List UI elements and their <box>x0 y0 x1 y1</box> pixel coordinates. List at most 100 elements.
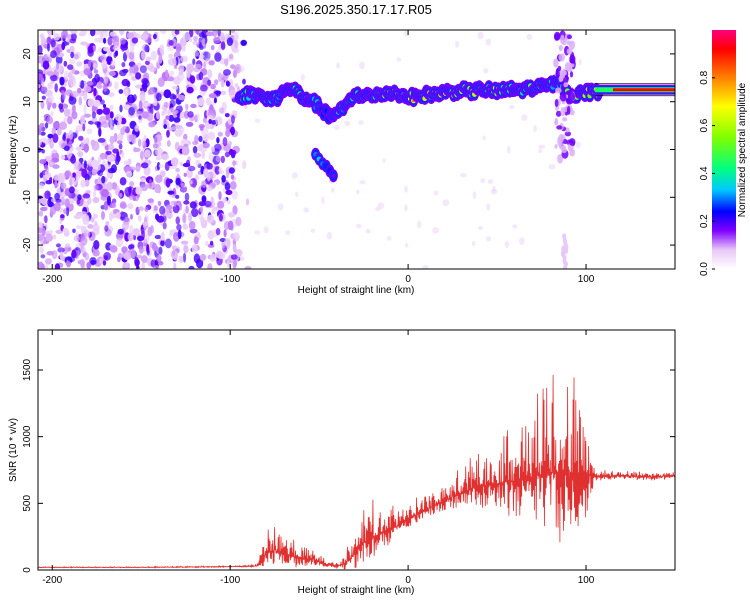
noise-blob <box>143 102 151 107</box>
noise-blob <box>208 151 214 162</box>
noise-blob <box>230 254 238 260</box>
noise-blob <box>165 69 169 78</box>
noise-blob <box>99 99 105 105</box>
noise-blob <box>51 127 57 135</box>
noise-blob <box>129 224 134 235</box>
noise-blob <box>76 225 82 230</box>
noise-blob <box>228 140 232 147</box>
noise-blob <box>78 135 84 141</box>
colorbar-tick-label: 0.6 <box>699 118 710 132</box>
noise-blob <box>81 213 90 222</box>
spread-blob <box>554 117 559 125</box>
noise-blob <box>93 240 100 250</box>
noise-blob <box>245 198 250 206</box>
spread-blob <box>553 58 559 68</box>
noise-blob <box>218 191 222 201</box>
noise-blob <box>202 117 207 123</box>
noise-blob <box>140 177 146 183</box>
noise-blob <box>336 62 340 69</box>
noise-blob <box>125 170 133 178</box>
noise-blob <box>45 156 52 162</box>
noise-blob <box>201 195 207 203</box>
noise-blob <box>120 44 129 51</box>
noise-blob <box>174 64 178 69</box>
noise-blob <box>205 31 214 37</box>
noise-blob <box>244 266 252 269</box>
spread-blob <box>556 125 563 130</box>
colorbar-ticks: 0.0 0.2 0.4 0.6 0.8 <box>699 70 715 276</box>
noise-blob <box>219 35 228 43</box>
noise-blob <box>194 63 202 69</box>
noise-blob <box>455 40 460 48</box>
noise-blob <box>92 213 98 219</box>
noise-blob <box>160 231 165 241</box>
noise-blob <box>182 252 187 263</box>
noise-blob <box>480 178 486 183</box>
snr-x-tick-label: -100 <box>220 575 240 586</box>
noise-blob <box>118 89 124 94</box>
noise-blob <box>179 127 185 133</box>
noise-blob <box>187 165 196 172</box>
noise-blob <box>105 150 112 155</box>
noise-blob <box>78 157 84 163</box>
noise-blob <box>155 174 163 183</box>
noise-blob <box>176 224 182 231</box>
noise-blob <box>143 166 151 176</box>
noise-blob <box>138 215 142 222</box>
noise-blob <box>221 175 226 183</box>
noise-blob <box>126 32 134 39</box>
noise-blob <box>214 79 219 85</box>
noise-blob <box>45 122 49 129</box>
noise-blob <box>182 32 191 41</box>
noise-blob <box>75 146 83 152</box>
noise-blob <box>68 129 74 140</box>
noise-blob <box>147 198 154 203</box>
spread-blob <box>562 68 566 79</box>
colorbar-tick-label: 0.0 <box>699 262 710 276</box>
noise-blob <box>207 79 212 86</box>
spectrogram-y-tick-label: 10 <box>22 96 33 108</box>
noise-blob <box>44 258 52 265</box>
noise-blob <box>66 149 73 159</box>
noise-blob <box>201 151 205 159</box>
noise-blob <box>135 186 143 195</box>
noise-blob <box>79 70 85 77</box>
spectrogram-y-tick-label: 20 <box>22 48 33 60</box>
noise-blob <box>178 64 185 74</box>
noise-blob <box>129 66 135 73</box>
noise-blob <box>103 251 111 261</box>
noise-blob <box>54 180 58 189</box>
noise-blob <box>234 83 239 88</box>
noise-blob <box>198 54 205 59</box>
spread-blob <box>568 40 576 50</box>
noise-blob <box>188 265 195 269</box>
noise-blob <box>129 248 136 259</box>
noise-blob <box>41 95 46 100</box>
noise-blob <box>230 30 236 34</box>
noise-blob <box>478 226 483 231</box>
noise-blob <box>41 227 46 237</box>
noise-blob <box>156 111 160 120</box>
noise-blob <box>356 223 362 229</box>
noise-blob <box>210 83 216 90</box>
spread-blob <box>569 71 574 78</box>
spread-blob <box>563 82 569 88</box>
snr-x-ticks: -200 -100 0 100 <box>42 330 595 586</box>
noise-blob <box>477 31 484 40</box>
noise-blob <box>93 184 99 191</box>
spread-blob <box>555 87 562 94</box>
noise-blob <box>121 62 126 68</box>
noise-blob <box>223 58 229 66</box>
noise-blob <box>152 144 157 149</box>
noise-blob <box>204 200 212 208</box>
noise-blob <box>71 91 79 98</box>
noise-blob <box>214 52 222 62</box>
noise-blob <box>220 79 225 88</box>
noise-blob <box>225 81 231 87</box>
noise-blob <box>44 164 49 170</box>
snr-plot-area <box>38 330 675 570</box>
noise-blob <box>38 182 45 189</box>
noise-blob <box>39 122 45 128</box>
noise-blob <box>60 90 65 95</box>
noise-blob <box>239 65 245 73</box>
